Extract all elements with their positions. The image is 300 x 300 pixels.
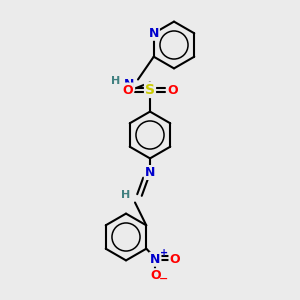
Text: O: O [122, 83, 133, 97]
Text: +: + [160, 248, 168, 258]
Text: H: H [111, 76, 120, 86]
Text: O: O [169, 253, 180, 266]
Text: N: N [148, 27, 159, 40]
Text: H: H [122, 190, 130, 200]
Text: S: S [145, 83, 155, 97]
Text: N: N [150, 253, 160, 266]
Text: −: − [159, 274, 168, 284]
Text: N: N [145, 166, 155, 179]
Text: O: O [167, 83, 178, 97]
Text: O: O [150, 269, 160, 282]
Text: N: N [124, 77, 134, 91]
